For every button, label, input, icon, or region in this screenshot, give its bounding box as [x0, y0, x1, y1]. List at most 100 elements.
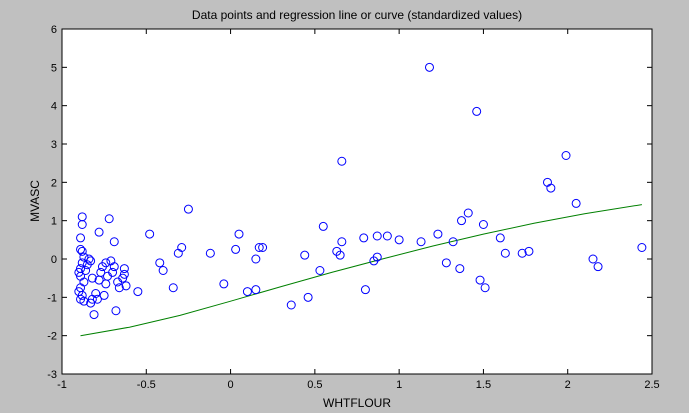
y-tick-label: 1 — [51, 216, 57, 228]
data-point — [251, 254, 261, 264]
data-point — [571, 198, 581, 208]
data-point — [96, 267, 106, 277]
y-tick-label: -1 — [47, 292, 57, 304]
data-point — [303, 292, 313, 302]
data-point — [561, 151, 571, 160]
y-axis: -3 -2 -1 0 1 2 3 4 5 6 — [47, 24, 652, 381]
data-point — [177, 243, 187, 252]
y-tick-label: 4 — [51, 101, 57, 113]
data-point — [158, 266, 168, 275]
data-point — [251, 285, 261, 295]
data-point — [394, 235, 404, 245]
data-point — [337, 237, 347, 247]
y-tick-label: 3 — [51, 139, 57, 151]
data-point — [109, 237, 119, 247]
y-tick-label: 6 — [51, 24, 57, 36]
data-point — [478, 220, 488, 229]
data-point — [480, 283, 490, 293]
data-point — [79, 296, 89, 306]
regression-curve-layer — [80, 204, 642, 337]
data-point — [121, 281, 131, 291]
x-tick-label: 2.5 — [644, 379, 659, 391]
data-point — [77, 246, 87, 256]
data-point — [114, 283, 124, 293]
x-tick-label: 0 — [228, 379, 234, 391]
data-point — [231, 244, 241, 254]
plot-area — [61, 28, 653, 375]
data-point — [87, 273, 97, 283]
data-point — [300, 250, 310, 260]
data-point — [77, 258, 87, 268]
data-point — [79, 252, 89, 262]
data-point — [99, 290, 109, 300]
data-point — [318, 221, 328, 231]
data-points-layer — [74, 62, 647, 320]
data-point — [455, 264, 465, 274]
data-point — [219, 279, 229, 289]
data-point — [588, 254, 598, 264]
y-tick-label: -3 — [47, 369, 57, 381]
data-point — [382, 231, 392, 241]
data-point — [448, 237, 458, 247]
data-point — [360, 285, 370, 295]
y-axis-label: MVASC — [28, 180, 42, 222]
data-point — [77, 220, 87, 229]
data-point — [472, 106, 482, 116]
data-point — [86, 298, 96, 308]
x-axis-label: WHTFLOUR — [323, 396, 391, 410]
data-point — [183, 204, 193, 214]
data-point — [155, 258, 165, 268]
data-point — [593, 262, 603, 272]
data-point — [495, 233, 505, 243]
data-point — [372, 252, 382, 262]
data-point — [546, 183, 556, 193]
data-point — [81, 266, 91, 275]
x-tick-label: 0.5 — [307, 379, 322, 391]
data-point — [205, 248, 215, 258]
data-point — [337, 156, 347, 166]
x-tick-label: -1 — [57, 379, 67, 391]
x-axis: -1 -0.5 0 0.5 1 1.5 2 2.5 — [57, 29, 660, 391]
data-point — [101, 258, 111, 268]
y-tick-label: 0 — [51, 254, 57, 266]
data-point — [86, 256, 96, 266]
y-tick-label: 5 — [51, 62, 57, 74]
data-point — [441, 258, 451, 268]
data-point — [463, 208, 473, 218]
data-point — [119, 269, 129, 279]
data-point — [315, 266, 325, 275]
data-point — [637, 243, 647, 252]
data-point — [108, 267, 118, 277]
y-tick-label: -2 — [47, 331, 57, 343]
data-point — [524, 246, 534, 256]
data-point — [457, 216, 467, 226]
data-point — [242, 287, 252, 297]
y-tick-label: 2 — [51, 177, 57, 189]
data-point — [89, 310, 99, 320]
x-tick-label: -0.5 — [137, 379, 156, 391]
data-point — [84, 254, 94, 264]
regression-curve — [80, 204, 642, 337]
data-point — [475, 275, 485, 285]
data-point — [372, 231, 382, 241]
data-point — [286, 300, 296, 310]
data-point — [359, 233, 369, 243]
data-point — [500, 248, 510, 258]
data-point — [104, 214, 114, 224]
data-point — [145, 229, 155, 239]
data-point — [94, 227, 104, 237]
data-point — [76, 233, 86, 243]
data-point — [119, 264, 129, 274]
data-point — [109, 262, 119, 272]
data-point — [92, 294, 102, 304]
data-point — [254, 243, 264, 252]
x-tick-label: 1.5 — [476, 379, 491, 391]
data-point — [424, 62, 434, 72]
x-tick-label: 1 — [396, 379, 402, 391]
chart-title: Data points and regression line or curve… — [192, 8, 522, 22]
data-point — [517, 248, 527, 258]
data-point — [168, 283, 178, 293]
data-point — [416, 237, 426, 247]
data-point — [234, 229, 244, 239]
